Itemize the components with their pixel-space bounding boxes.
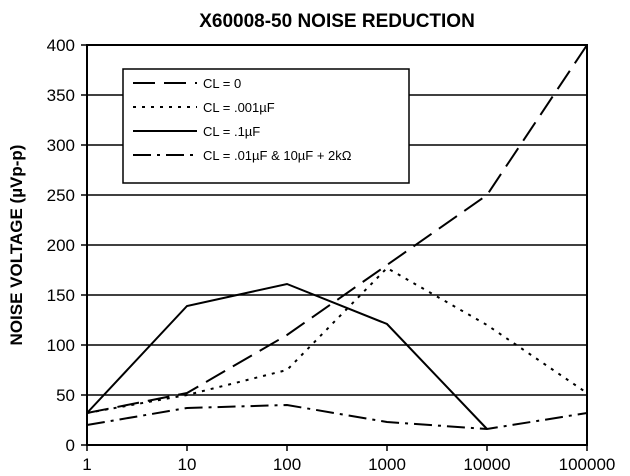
chart-title: X60008-50 NOISE REDUCTION bbox=[199, 11, 475, 32]
series-line-3 bbox=[86, 282, 488, 430]
y-tick-label: 200 bbox=[47, 236, 75, 255]
y-tick-label: 100 bbox=[47, 336, 75, 355]
y-tick-label: 150 bbox=[47, 286, 75, 305]
legend-box bbox=[122, 68, 410, 184]
y-tick-label: 350 bbox=[47, 86, 75, 105]
series-line-4 bbox=[86, 403, 588, 431]
y-tick-label: 50 bbox=[56, 386, 75, 405]
x-tick-label: 100000 bbox=[559, 455, 616, 474]
y-tick-label: 400 bbox=[47, 36, 75, 55]
y-tick-label: 300 bbox=[47, 136, 75, 155]
y-tick-label: 0 bbox=[66, 436, 75, 455]
series-lines bbox=[86, 44, 588, 431]
x-tick-label: 100 bbox=[273, 455, 301, 474]
legend-label-1: CL = 0 bbox=[203, 76, 241, 91]
series-line-2 bbox=[86, 266, 588, 414]
y-axis-label: NOISE VOLTAGE (µVp-p) bbox=[7, 145, 26, 346]
x-tick-label: 1 bbox=[82, 455, 91, 474]
y-tick-label: 250 bbox=[47, 186, 75, 205]
x-tick-label: 10000 bbox=[463, 455, 510, 474]
x-tick-label: 10 bbox=[178, 455, 197, 474]
legend: CL = 0 CL = .001µF CL = .1µF CL = .01µF & 1… bbox=[122, 68, 410, 184]
legend-label-4: CL = .01µF & 10µF + 2kΩ bbox=[203, 148, 352, 163]
tick-labels: 0 50 100 150 200 250 300 350 400 1 10 100 1000 10000 1… bbox=[47, 36, 616, 474]
legend-label-2: CL = .001µF bbox=[203, 100, 275, 115]
x-tick-label: 1000 bbox=[368, 455, 406, 474]
legend-label-3: CL = .1µF bbox=[203, 124, 260, 139]
